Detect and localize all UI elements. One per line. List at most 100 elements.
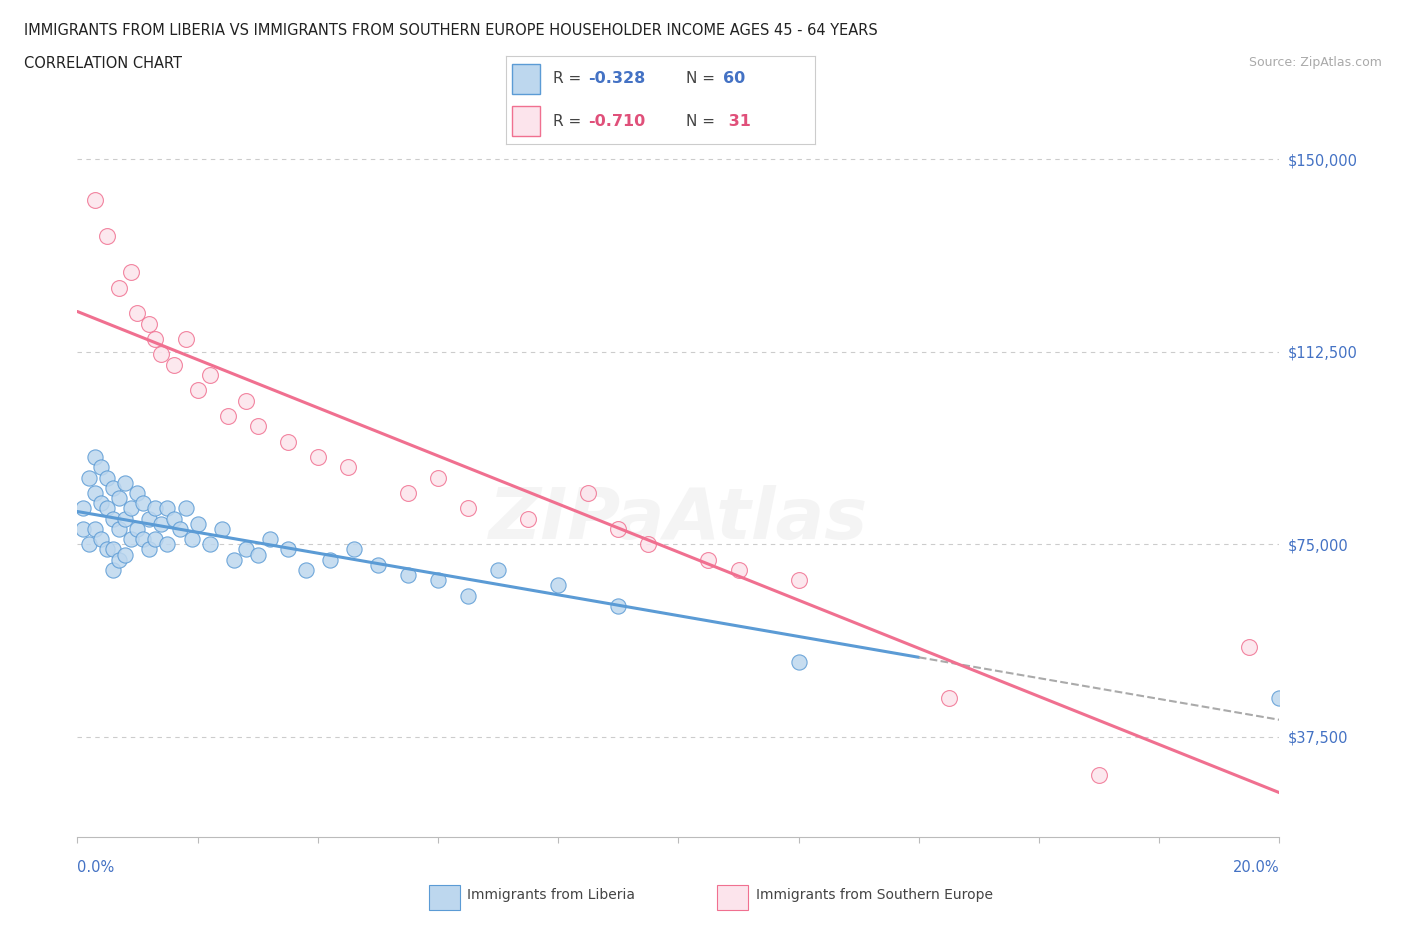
Text: -0.710: -0.710 xyxy=(588,113,645,128)
Text: 20.0%: 20.0% xyxy=(1233,860,1279,875)
Text: IMMIGRANTS FROM LIBERIA VS IMMIGRANTS FROM SOUTHERN EUROPE HOUSEHOLDER INCOME AG: IMMIGRANTS FROM LIBERIA VS IMMIGRANTS FR… xyxy=(24,23,877,38)
Point xyxy=(217,408,239,423)
Point xyxy=(120,532,142,547)
Point xyxy=(486,563,509,578)
Point xyxy=(427,573,450,588)
Point xyxy=(198,367,221,382)
Point xyxy=(145,331,167,346)
Text: R =: R = xyxy=(553,72,586,86)
Point xyxy=(235,393,257,408)
Point xyxy=(607,599,630,614)
FancyBboxPatch shape xyxy=(512,64,540,94)
Point xyxy=(1268,691,1291,706)
Point xyxy=(103,481,125,496)
Point xyxy=(72,501,94,516)
Point xyxy=(180,532,202,547)
Point xyxy=(108,280,131,295)
FancyBboxPatch shape xyxy=(512,106,540,136)
Point xyxy=(90,496,112,511)
Point xyxy=(517,512,540,526)
Text: Source: ZipAtlas.com: Source: ZipAtlas.com xyxy=(1249,56,1382,69)
Point xyxy=(367,557,389,572)
Point xyxy=(787,573,810,588)
Point xyxy=(169,522,191,537)
Point xyxy=(427,471,450,485)
Point xyxy=(277,542,299,557)
Point xyxy=(294,563,316,578)
Point xyxy=(127,485,149,500)
Point xyxy=(576,485,599,500)
Point xyxy=(259,532,281,547)
Point xyxy=(607,522,630,537)
Text: 31: 31 xyxy=(723,113,751,128)
Point xyxy=(1239,640,1261,655)
Text: N =: N = xyxy=(686,72,720,86)
Point xyxy=(90,532,112,547)
Point xyxy=(319,552,342,567)
Y-axis label: Householder Income Ages 45 - 64 years: Householder Income Ages 45 - 64 years xyxy=(0,329,7,605)
Point xyxy=(336,460,359,474)
Point xyxy=(162,357,184,372)
Point xyxy=(79,537,101,551)
Point xyxy=(235,542,257,557)
Point xyxy=(343,542,366,557)
Point xyxy=(145,532,167,547)
Point xyxy=(697,552,720,567)
Point xyxy=(96,471,118,485)
Point xyxy=(457,501,479,516)
Point xyxy=(138,316,160,331)
Point xyxy=(103,542,125,557)
Point xyxy=(103,512,125,526)
Point xyxy=(108,552,131,567)
Point xyxy=(156,537,179,551)
Point xyxy=(138,512,160,526)
Point xyxy=(156,501,179,516)
Point xyxy=(246,547,269,562)
Text: ZIPaAtlas: ZIPaAtlas xyxy=(489,485,868,553)
Text: Immigrants from Southern Europe: Immigrants from Southern Europe xyxy=(756,887,994,902)
Point xyxy=(108,522,131,537)
Point xyxy=(457,589,479,604)
Point xyxy=(277,434,299,449)
Point xyxy=(1088,768,1111,783)
Point xyxy=(132,532,155,547)
Point xyxy=(138,542,160,557)
Point xyxy=(396,567,419,582)
Point xyxy=(396,485,419,500)
Point xyxy=(96,229,118,244)
Text: CORRELATION CHART: CORRELATION CHART xyxy=(24,56,181,71)
Point xyxy=(127,306,149,321)
Point xyxy=(211,522,233,537)
Point xyxy=(90,460,112,474)
Text: 0.0%: 0.0% xyxy=(77,860,114,875)
Point xyxy=(187,383,209,398)
Point xyxy=(96,542,118,557)
Text: Immigrants from Liberia: Immigrants from Liberia xyxy=(467,887,634,902)
Text: -0.328: -0.328 xyxy=(588,72,645,86)
Point xyxy=(84,193,107,207)
Point xyxy=(84,485,107,500)
Point xyxy=(547,578,569,592)
Point xyxy=(145,501,167,516)
Point xyxy=(162,512,184,526)
Point xyxy=(120,265,142,280)
Point xyxy=(637,537,659,551)
Point xyxy=(108,491,131,506)
Point xyxy=(103,563,125,578)
Point xyxy=(127,522,149,537)
Point xyxy=(132,496,155,511)
Point xyxy=(84,522,107,537)
Point xyxy=(96,501,118,516)
Point xyxy=(114,475,136,490)
Point xyxy=(727,563,749,578)
Point xyxy=(84,449,107,464)
Point xyxy=(198,537,221,551)
Point xyxy=(307,449,329,464)
Point xyxy=(174,501,197,516)
Point xyxy=(114,547,136,562)
Point xyxy=(114,512,136,526)
Point xyxy=(150,516,173,531)
Point xyxy=(174,331,197,346)
Point xyxy=(787,655,810,670)
Point xyxy=(222,552,245,567)
